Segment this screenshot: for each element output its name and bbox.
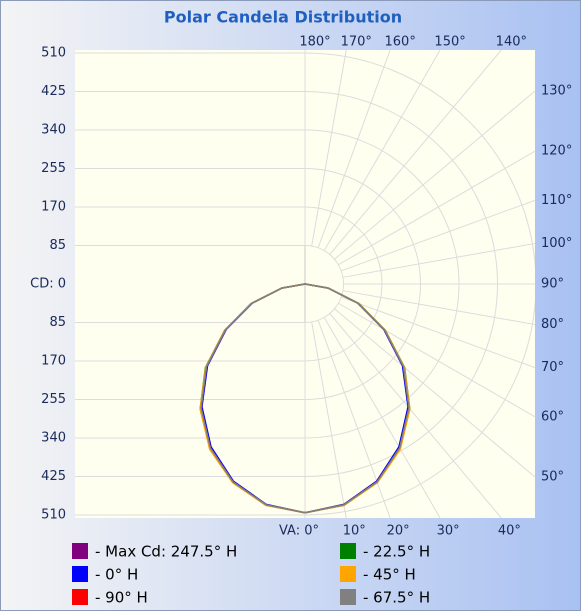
- legend-label: - 22.5° H: [363, 543, 430, 561]
- angle-tick-label: 40°: [498, 524, 521, 539]
- grid-spoke: [338, 302, 535, 418]
- angle-tick-label: 120°: [541, 144, 572, 159]
- r-tick-label: 170: [41, 200, 66, 215]
- legend-swatch: [340, 566, 356, 582]
- angle-tick-label: 150°: [434, 35, 465, 50]
- legend-label: - 45° H: [363, 566, 416, 584]
- series-line: [304, 283, 410, 514]
- grid-arc: [304, 52, 535, 516]
- grid-spoke: [334, 308, 535, 478]
- grid-spoke: [323, 50, 441, 251]
- chart-title: Polar Candela Distribution: [164, 8, 402, 27]
- r-tick-label: 425: [41, 84, 66, 99]
- legend-label: - 0° H: [95, 566, 138, 584]
- angle-tick-label: 10°: [343, 524, 366, 539]
- grid-spoke: [311, 321, 347, 518]
- r-tick-label: 85: [49, 238, 66, 253]
- angle-tick-label: 180°: [299, 35, 330, 50]
- legend-swatch: [72, 566, 88, 582]
- grid-spoke: [311, 50, 347, 247]
- r-tick-label: 255: [41, 161, 66, 176]
- grid-spoke: [329, 50, 502, 255]
- grid-spoke: [338, 150, 535, 266]
- legend-swatch: [72, 589, 88, 605]
- angle-tick-label: 130°: [541, 84, 572, 99]
- legend-label: - 90° H: [95, 589, 148, 607]
- legend-swatch: [340, 589, 356, 605]
- angle-tick-label: 100°: [541, 236, 572, 251]
- angle-tick-label: 160°: [385, 35, 416, 50]
- r-tick-label: 340: [41, 431, 66, 446]
- angle-tick-label: VA: 0°: [279, 524, 319, 539]
- grid-spoke: [341, 199, 535, 272]
- r-tick-label: 170: [41, 354, 66, 369]
- r-tick-label: CD: 0: [30, 277, 66, 292]
- angle-tick-label: 50°: [541, 469, 564, 484]
- angle-tick-label: 80°: [541, 317, 564, 332]
- grid-spoke: [334, 90, 535, 260]
- legend-swatch: [72, 543, 88, 559]
- grid-spoke: [317, 320, 391, 518]
- angle-tick-label: 30°: [437, 524, 460, 539]
- legend-label: - Max Cd: 247.5° H: [95, 543, 237, 561]
- angle-tick-label: 20°: [387, 524, 410, 539]
- grid-spoke: [329, 313, 502, 518]
- angle-tick-label: 90°: [541, 277, 564, 292]
- r-tick-label: 340: [41, 123, 66, 138]
- grid-spoke: [317, 50, 391, 248]
- grid-spoke: [341, 296, 535, 369]
- angle-tick-label: 110°: [541, 193, 572, 208]
- r-tick-label: 510: [41, 46, 66, 61]
- angle-tick-label: 70°: [541, 360, 564, 375]
- angle-tick-label: 140°: [496, 35, 527, 50]
- grid-spoke: [323, 317, 441, 518]
- r-tick-label: 85: [49, 315, 66, 330]
- angle-tick-label: 60°: [541, 409, 564, 424]
- r-tick-label: 255: [41, 392, 66, 407]
- legend-swatch: [340, 543, 356, 559]
- legend-label: - 67.5° H: [363, 589, 430, 607]
- r-tick-label: 425: [41, 469, 66, 484]
- grid-spoke: [342, 242, 535, 278]
- r-tick-label: 510: [41, 508, 66, 523]
- series-line: [200, 283, 306, 514]
- grid-spoke: [342, 290, 535, 326]
- angle-tick-label: 170°: [341, 35, 372, 50]
